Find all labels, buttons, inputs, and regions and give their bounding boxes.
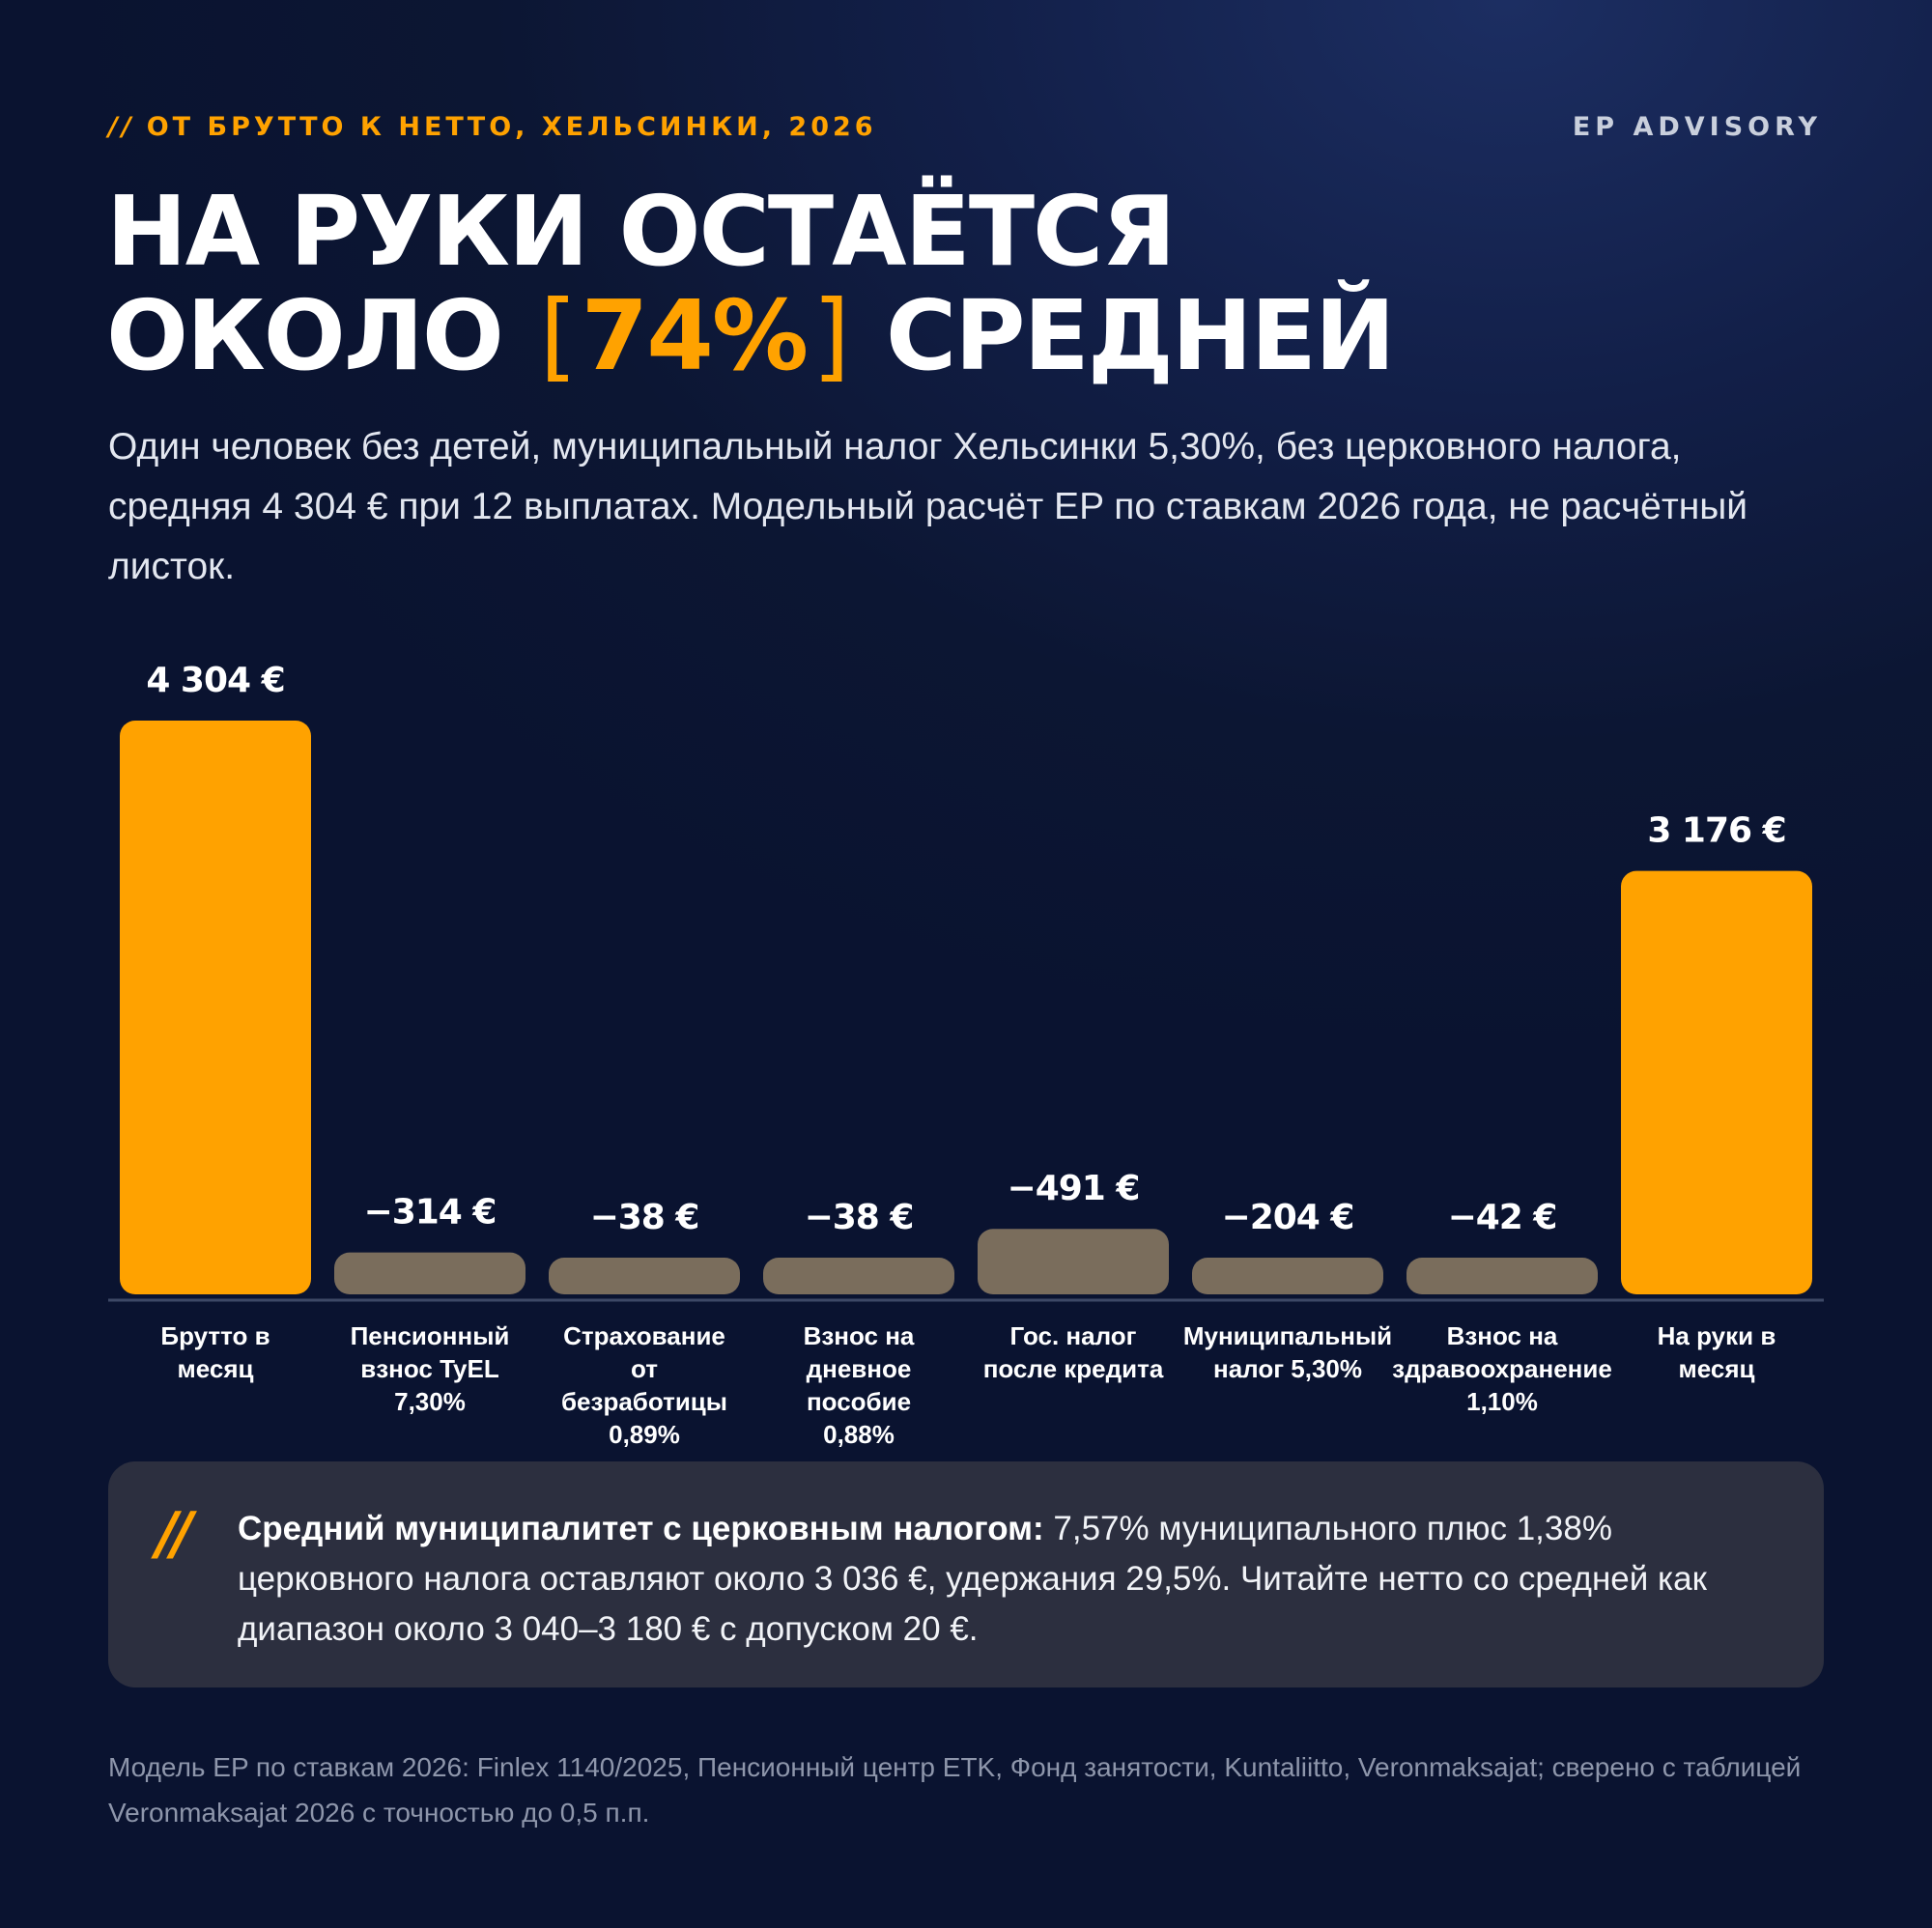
category-label-4-line-2: дневное [807,1354,912,1383]
bar-value-label-4: −38 € [805,1198,914,1237]
headline-bracket-close: ] [812,279,850,392]
bar-value-label-3: −38 € [590,1198,699,1237]
bar-value-label-8: 3 176 € [1647,811,1785,851]
category-label-6-line-2: налог 5,30% [1213,1354,1362,1383]
category-label-3-line-2: от [631,1354,658,1383]
category-label-7-line-3: 1,10% [1466,1387,1538,1416]
bar-value-label-2: −314 € [364,1193,497,1233]
bar-8 [1621,870,1812,1294]
category-label-8-line-1: На руки в [1658,1321,1776,1350]
bar-6 [1192,1258,1383,1294]
category-label-3-line-1: Страхование [563,1321,725,1350]
category-label-2-line-1: Пенсионный [351,1321,510,1350]
bar-value-label-5: −491 € [1008,1169,1140,1208]
subtitle: Один человек без детей, муниципальный на… [108,426,1748,587]
category-label-2-line-3: 7,30% [394,1387,466,1416]
bar-value-label-6: −204 € [1222,1198,1354,1237]
headline-line-1: НА РУКИ ОСТАЁТСЯ [106,175,1176,288]
bar-5 [978,1229,1169,1294]
category-label-1-line-2: месяц [178,1354,254,1383]
note-text: Средний муниципалитет с церковным налого… [238,1504,1737,1655]
category-label-4-line-3: пособие [807,1387,911,1416]
bar-1 [120,721,311,1294]
category-label-7-line-1: Взнос на [1447,1321,1558,1350]
category-label-4-line-1: Взнос на [804,1321,915,1350]
category-label-8-line-2: месяц [1679,1354,1755,1383]
category-label-3-line-4: 0,89% [609,1420,680,1449]
category-label-5-line-2: после кредита [983,1354,1164,1383]
headline: НА РУКИ ОСТАЁТСЯ ОКОЛО [74%] СРЕДНЕЙ [106,180,1652,388]
brand-logo-text: EP ADVISORY [1572,112,1822,142]
headline-pre: ОКОЛО [106,279,504,392]
category-label-6-line-1: Муниципальный [1183,1321,1392,1350]
bar-2 [334,1252,526,1294]
category-label-1-line-1: Брутто в [160,1321,270,1350]
headline-line-2: ОКОЛО [74%] СРЕДНЕЙ [106,284,1652,388]
note-body: 7,57% муниципального плюс 1,38% церковно… [238,1510,1707,1648]
waterfall-chart: 4 304 € Брутто в месяц −314 € Пенсионный взно… [108,661,1824,1449]
bar-4 [763,1258,954,1294]
category-label-7-line-2: здравоохранение [1392,1354,1612,1383]
headline-accent: 74% [581,279,809,392]
note-mark: // [156,1500,193,1568]
kicker-mark: // [108,112,135,142]
kicker-text: ОТ БРУТТО К НЕТТО, ХЕЛЬСИНКИ, 2026 [146,112,877,142]
bar-value-label-1: 4 304 € [146,661,284,700]
headline-bracket-open: [ [539,279,578,392]
bar-value-label-7: −42 € [1448,1198,1557,1237]
bar-3 [549,1258,740,1294]
note-bold: Средний муниципалитет с церковным налого… [238,1510,1044,1547]
source-note: Модель EP по ставкам 2026: Finlex 1140/2… [108,1752,1802,1828]
category-label-5-line-1: Гос. налог [1010,1321,1137,1350]
category-label-3-line-3: безработицы [561,1387,727,1416]
note-box: // Средний муниципалитет с церковным нал… [108,1461,1824,1687]
category-label-4-line-4: 0,88% [823,1420,895,1449]
category-label-2-line-2: взнос TyEL [360,1354,499,1383]
headline-post: СРЕДНЕЙ [885,279,1396,392]
bar-7 [1406,1258,1598,1294]
kicker: // ОТ БРУТТО К НЕТТО, ХЕЛЬСИНКИ, 2026 [108,112,877,142]
